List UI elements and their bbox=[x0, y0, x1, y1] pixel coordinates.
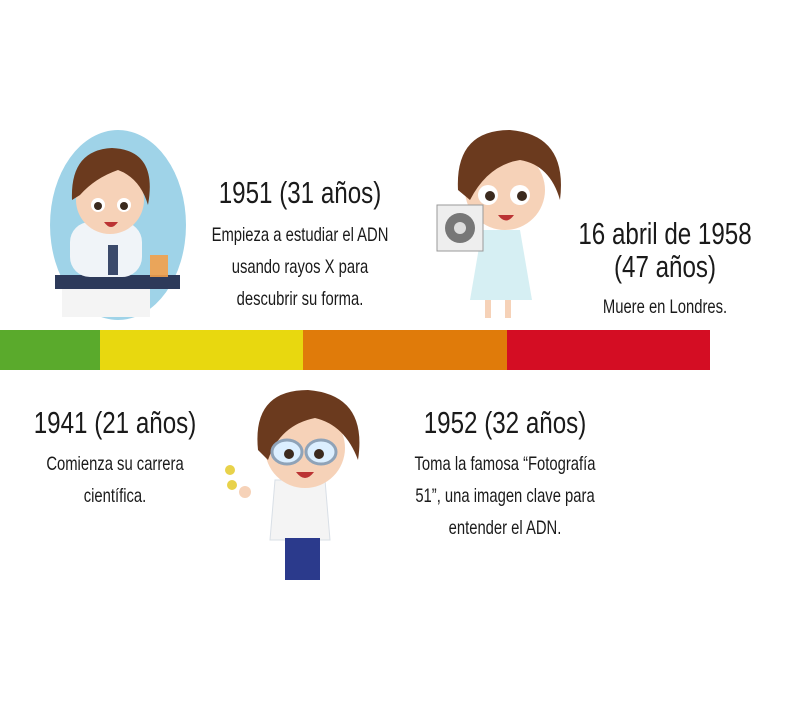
segment bbox=[507, 330, 710, 370]
event-description: Toma la famosa “Fotografía bbox=[415, 453, 596, 474]
event-date: (47 años) bbox=[614, 249, 716, 284]
segment bbox=[303, 330, 507, 370]
event-description: 51”, una imagen clave para bbox=[415, 485, 595, 506]
event-texts: 1951 (31 años) Empieza a estudiar el ADN u… bbox=[34, 175, 752, 538]
event-description: descubrir su forma. bbox=[237, 288, 364, 309]
event-description: entender el ADN. bbox=[449, 517, 562, 538]
event-description: Comienza su carrera bbox=[46, 453, 184, 474]
illustration-xray bbox=[436, 130, 561, 318]
illustration-goggles bbox=[225, 390, 360, 580]
segment bbox=[100, 330, 303, 370]
event-description: Muere en Londres. bbox=[603, 296, 727, 317]
event-date: 1941 (21 años) bbox=[34, 405, 197, 440]
illustration-lab bbox=[50, 130, 186, 320]
event-description: Empieza a estudiar el ADN bbox=[212, 224, 389, 245]
event-date: 16 abril de 1958 bbox=[578, 216, 751, 251]
event-date: 1951 (31 años) bbox=[219, 175, 382, 210]
timeline-bar bbox=[0, 330, 710, 370]
segment bbox=[0, 330, 100, 370]
event-description: usando rayos X para bbox=[232, 256, 369, 277]
event-date: 1952 (32 años) bbox=[424, 405, 587, 440]
event-description: científica. bbox=[84, 485, 147, 506]
